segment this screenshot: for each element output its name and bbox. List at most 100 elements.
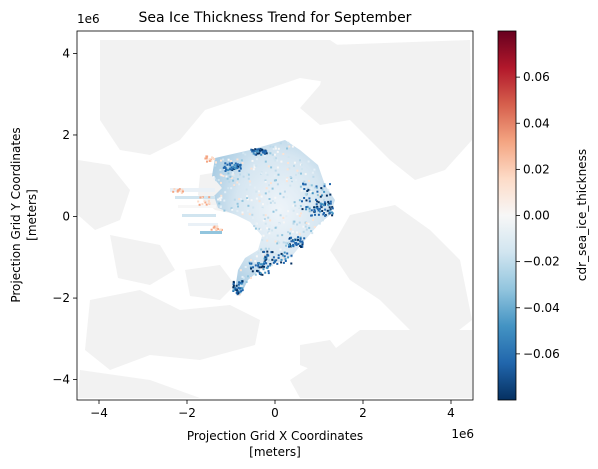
ice-cell bbox=[251, 150, 254, 153]
y-tick-label: −2 bbox=[52, 291, 70, 305]
ice-cell bbox=[286, 252, 289, 255]
ice-cell bbox=[302, 182, 304, 185]
ice-cell bbox=[265, 171, 267, 174]
ice-cell bbox=[274, 253, 277, 256]
ice-cell bbox=[297, 241, 300, 243]
ice-cell bbox=[282, 221, 285, 224]
ice-cell bbox=[255, 158, 258, 161]
ice-cell bbox=[252, 168, 255, 171]
ice-cell bbox=[224, 170, 227, 172]
ice-cell bbox=[272, 210, 275, 213]
ice-cell bbox=[308, 210, 311, 213]
ice-cell bbox=[264, 190, 267, 193]
ice-cell bbox=[233, 167, 236, 170]
ice-cell bbox=[226, 177, 229, 180]
ice-cell bbox=[301, 243, 304, 246]
ice-cell bbox=[181, 188, 184, 191]
ice-cell bbox=[274, 260, 276, 263]
ice-cell bbox=[258, 149, 261, 152]
ice-cell bbox=[280, 261, 283, 264]
ice-cell bbox=[299, 163, 302, 166]
ice-cell bbox=[329, 200, 332, 203]
ice-cell bbox=[233, 164, 236, 166]
ice-cell bbox=[249, 183, 252, 186]
ice-cell bbox=[208, 158, 211, 161]
ice-cell bbox=[264, 192, 267, 195]
ice-cell bbox=[224, 162, 227, 165]
map-plot-area bbox=[77, 31, 473, 400]
x-offset-label: 1e6 bbox=[451, 427, 474, 441]
ice-cell bbox=[263, 257, 266, 260]
ice-cell bbox=[315, 203, 318, 206]
ice-cell bbox=[251, 149, 254, 152]
ice-cell bbox=[288, 167, 291, 170]
ice-cell bbox=[282, 216, 285, 219]
ice-cell bbox=[208, 196, 211, 199]
ice-cell bbox=[222, 175, 225, 177]
ice-cell bbox=[287, 256, 290, 259]
landmass bbox=[290, 330, 472, 398]
ice-cell bbox=[241, 213, 244, 215]
ice-cell bbox=[199, 196, 202, 199]
ice-cell bbox=[229, 175, 232, 178]
ice-cell bbox=[242, 152, 245, 155]
ice-cell bbox=[212, 176, 215, 179]
landmass bbox=[300, 40, 472, 180]
ice-cell bbox=[298, 199, 301, 202]
ice-cell bbox=[284, 239, 287, 242]
ice-cell bbox=[299, 205, 302, 208]
ice-cell bbox=[292, 245, 295, 248]
ice-cell bbox=[258, 262, 261, 265]
ice-cell bbox=[272, 261, 275, 264]
colorbar bbox=[497, 30, 517, 401]
ice-cell bbox=[301, 240, 304, 243]
ice-cell bbox=[255, 150, 258, 153]
ice-cell bbox=[300, 182, 302, 185]
ice-cell bbox=[252, 152, 255, 155]
colorbar-tick-label: 0.00 bbox=[523, 209, 550, 223]
ice-cell bbox=[307, 188, 310, 191]
ice-cell bbox=[306, 205, 309, 208]
ice-cell bbox=[322, 213, 325, 216]
ice-cell bbox=[282, 261, 285, 264]
ice-cell bbox=[300, 246, 303, 248]
ice-cell bbox=[201, 203, 204, 206]
ice-cell bbox=[219, 228, 222, 231]
ice-cell bbox=[212, 226, 215, 229]
y-offset-label: 1e6 bbox=[77, 12, 100, 26]
ice-cell bbox=[227, 187, 230, 190]
ice-cell bbox=[267, 254, 270, 257]
ice-cell bbox=[261, 239, 264, 242]
ice-cell bbox=[235, 165, 238, 168]
ice-cell bbox=[310, 214, 313, 217]
y-axis-ticks: −4 −2 0 2 4 bbox=[52, 46, 77, 387]
ice-cell bbox=[315, 208, 318, 211]
ice-cell bbox=[287, 177, 290, 180]
ice-cell bbox=[311, 192, 314, 195]
ice-cell bbox=[239, 287, 241, 290]
ice-cell bbox=[222, 158, 225, 161]
ice-cell bbox=[269, 145, 272, 148]
ice-cell bbox=[297, 236, 300, 239]
ice-cell bbox=[176, 189, 179, 192]
ice-cell bbox=[220, 159, 222, 162]
y-tick-label: 4 bbox=[62, 46, 70, 60]
ice-cell bbox=[232, 289, 235, 292]
ice-cell bbox=[316, 194, 319, 197]
ice-cell bbox=[272, 148, 275, 151]
ice-cell bbox=[313, 168, 316, 171]
ice-cell bbox=[276, 183, 279, 186]
ice-cell bbox=[331, 212, 334, 215]
ice-cell bbox=[266, 201, 269, 204]
ice-cell bbox=[269, 152, 272, 155]
ice-cell bbox=[269, 264, 272, 267]
ice-cell bbox=[325, 194, 328, 197]
ice-cell bbox=[296, 169, 299, 172]
ice-cell bbox=[259, 228, 262, 231]
ice-cell bbox=[208, 160, 211, 162]
sea-ice-extent bbox=[212, 140, 335, 296]
ice-cell bbox=[316, 190, 319, 193]
ice-cell bbox=[257, 270, 260, 273]
ice-cell bbox=[213, 158, 216, 160]
ice-cell bbox=[242, 175, 245, 178]
